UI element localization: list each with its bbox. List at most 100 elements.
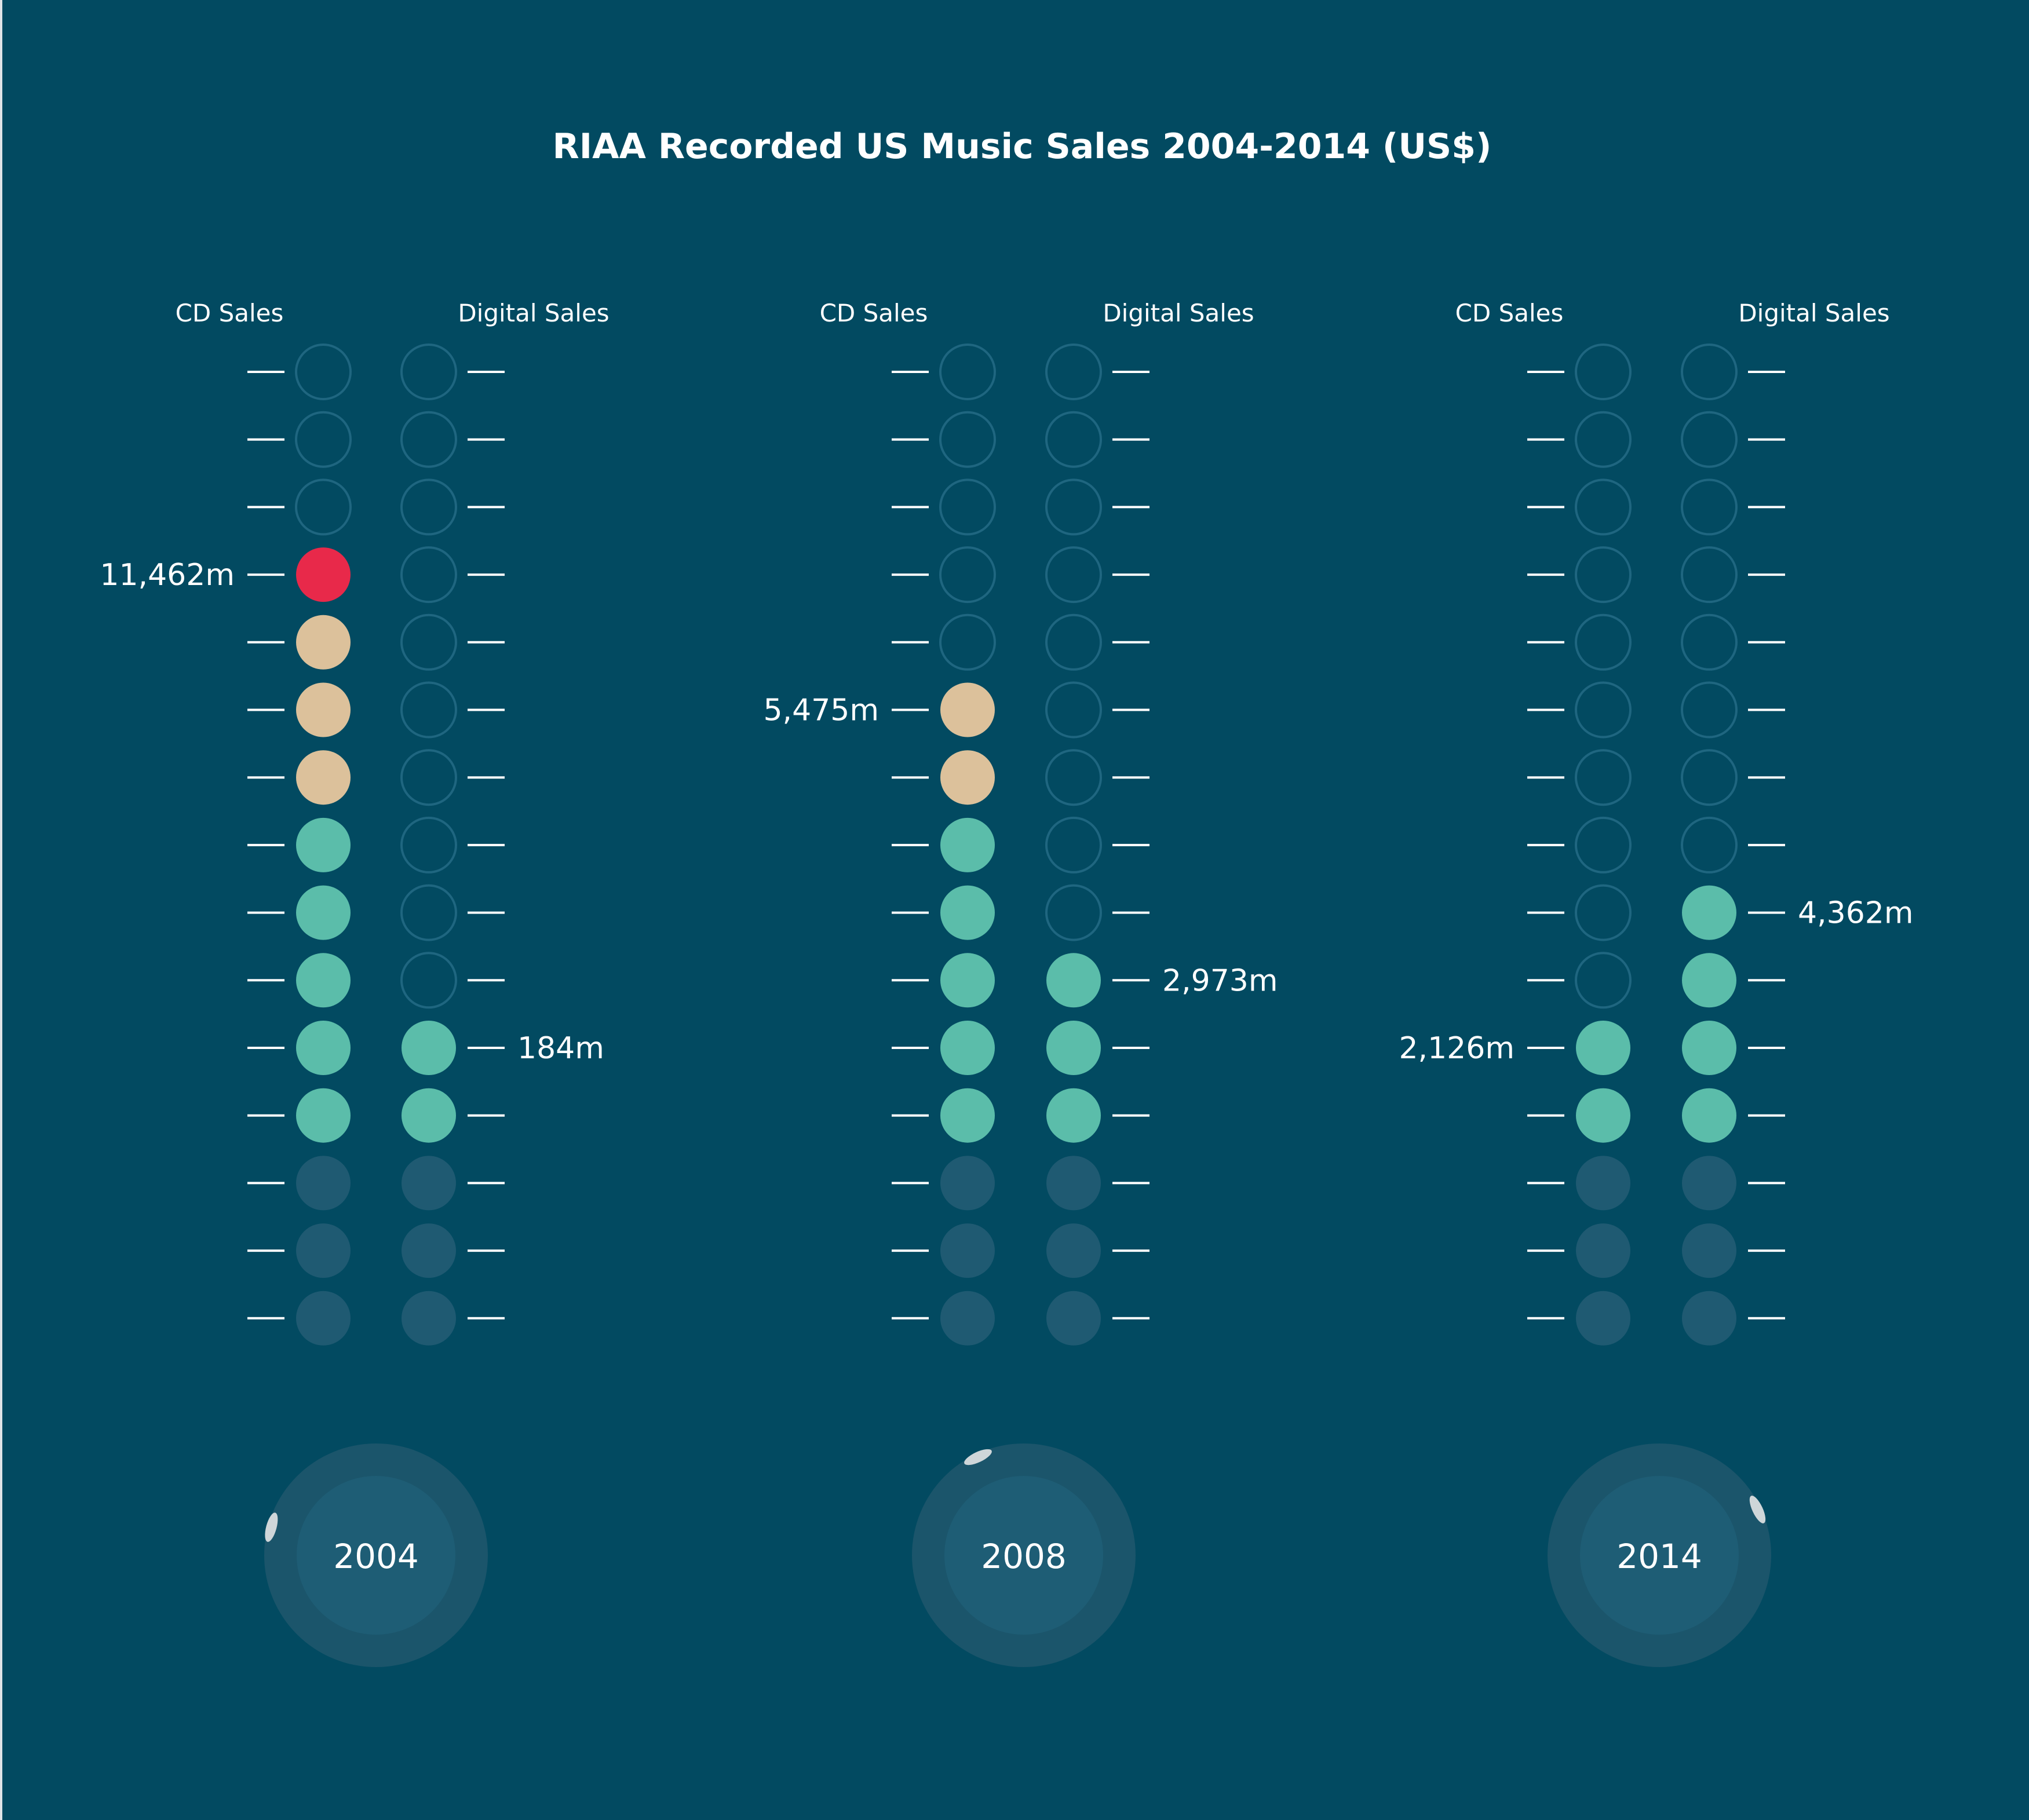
digital-dot <box>1045 749 1102 806</box>
cd-dot <box>296 885 351 940</box>
cd-dot <box>296 547 351 602</box>
cd-value-label: 2,126m <box>1399 1031 1515 1066</box>
digital-dot <box>1682 1291 1736 1346</box>
cd-dot <box>1575 749 1632 806</box>
digital-dot <box>400 343 457 400</box>
digital-dot <box>1682 1021 1736 1075</box>
digital-sales-header: Digital Sales <box>1103 299 1254 327</box>
year-label: 2004 <box>333 1537 419 1576</box>
digital-dot <box>1681 546 1738 604</box>
cd-dot <box>296 750 351 805</box>
cd-dot <box>296 1088 351 1143</box>
digital-dot <box>400 478 457 536</box>
digital-dot <box>400 884 457 941</box>
digital-dot <box>402 1223 456 1278</box>
cd-dot <box>1575 411 1632 468</box>
cd-dot <box>296 817 351 872</box>
digital-dot <box>1681 749 1738 806</box>
cd-value-label: 5,475m <box>763 693 879 728</box>
digital-dot <box>1681 411 1738 468</box>
digital-dot <box>1682 1156 1736 1211</box>
digital-value-label: 2,973m <box>1162 963 1278 998</box>
year-badge-inner <box>944 1476 1103 1635</box>
year-marker <box>1749 1496 1766 1523</box>
digital-dot <box>400 749 457 806</box>
cd-dot <box>1575 343 1632 400</box>
cd-dot <box>1575 478 1632 536</box>
cd-dot <box>939 546 996 604</box>
digital-dot <box>1682 885 1736 940</box>
cd-dot <box>295 343 352 400</box>
digital-dot <box>402 1291 456 1346</box>
digital-dot <box>1045 478 1102 536</box>
cd-sales-header: CD Sales <box>820 299 928 327</box>
digital-value-label: 184m <box>517 1031 604 1066</box>
digital-dot <box>1681 478 1738 536</box>
panel-2004: CD Sales Digital Sales 11,462m 184m 2004 <box>100 299 610 1667</box>
digital-dot <box>402 1021 456 1075</box>
cd-dot <box>1575 613 1632 671</box>
year-badge-inner <box>1580 1476 1739 1635</box>
digital-dot <box>1046 1088 1101 1143</box>
cd-dot <box>1576 1088 1630 1143</box>
year-label: 2008 <box>981 1537 1067 1576</box>
digital-dot <box>1045 546 1102 604</box>
cd-dot <box>939 343 996 400</box>
cd-dot <box>296 1291 351 1346</box>
cd-sales-header: CD Sales <box>1455 299 1564 327</box>
cd-dot <box>296 682 351 737</box>
digital-dot <box>1045 613 1102 671</box>
cd-dot <box>939 613 996 671</box>
digital-dot <box>400 816 457 874</box>
digital-sales-header: Digital Sales <box>1738 299 1889 327</box>
digital-dot <box>1046 1156 1101 1211</box>
digital-sales-header: Digital Sales <box>458 299 609 327</box>
cd-dot <box>939 478 996 536</box>
digital-dot <box>402 1088 456 1143</box>
cd-dot <box>296 1156 351 1211</box>
digital-dot <box>402 1156 456 1211</box>
digital-dot <box>1046 1223 1101 1278</box>
cd-dot <box>296 1021 351 1075</box>
cd-dot <box>295 411 352 468</box>
cd-dot <box>940 1223 995 1278</box>
digital-dot <box>1681 613 1738 671</box>
digital-dot <box>1045 343 1102 400</box>
chart-title: RIAA Recorded US Music Sales 2004-2014 (… <box>552 126 1492 167</box>
cd-dot <box>1576 1291 1630 1346</box>
cd-dot <box>940 1156 995 1211</box>
cd-dot <box>296 953 351 1008</box>
digital-dot <box>400 411 457 468</box>
cd-dot <box>295 478 352 536</box>
digital-dot <box>400 613 457 671</box>
cd-dot <box>1576 1021 1630 1075</box>
cd-dot <box>296 1223 351 1278</box>
cd-sales-header: CD Sales <box>176 299 284 327</box>
cd-dot <box>940 1291 995 1346</box>
digital-dot <box>1681 681 1738 739</box>
cd-dot <box>939 411 996 468</box>
cd-dot <box>1575 952 1632 1009</box>
digital-dot <box>1046 953 1101 1008</box>
year-marker <box>964 1449 992 1465</box>
digital-value-label: 4,362m <box>1798 896 1914 931</box>
digital-dot <box>1681 343 1738 400</box>
digital-dot <box>1045 884 1102 941</box>
cd-dot <box>1575 681 1632 739</box>
year-label: 2014 <box>1616 1537 1702 1576</box>
year-marker <box>265 1512 278 1542</box>
panel-2014: CD Sales Digital Sales 2,126m 4,362m 2014 <box>1399 299 1914 1667</box>
cd-dot <box>1575 546 1632 604</box>
panel-2008: CD Sales Digital Sales 5,475m 2,973m 2008 <box>763 299 1278 1667</box>
digital-dot <box>1682 1223 1736 1278</box>
cd-dot <box>296 615 351 670</box>
cd-dot <box>940 817 995 872</box>
cd-value-label: 11,462m <box>100 558 235 593</box>
cd-dot <box>1576 1156 1630 1211</box>
digital-dot <box>400 546 457 604</box>
cd-dot <box>1576 1223 1630 1278</box>
year-badge-inner <box>297 1476 455 1635</box>
cd-dot <box>1575 816 1632 874</box>
